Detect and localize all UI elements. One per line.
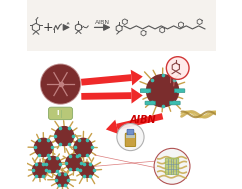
Text: AIBN: AIBN bbox=[129, 115, 156, 125]
Circle shape bbox=[154, 148, 190, 184]
FancyBboxPatch shape bbox=[170, 101, 180, 105]
Circle shape bbox=[55, 127, 74, 146]
Polygon shape bbox=[116, 113, 163, 130]
Circle shape bbox=[41, 64, 80, 104]
Text: +: + bbox=[43, 21, 53, 34]
Polygon shape bbox=[131, 70, 143, 85]
FancyBboxPatch shape bbox=[27, 0, 215, 51]
Polygon shape bbox=[106, 120, 119, 134]
FancyBboxPatch shape bbox=[174, 89, 185, 93]
Polygon shape bbox=[81, 92, 131, 100]
Circle shape bbox=[74, 138, 92, 156]
Circle shape bbox=[32, 163, 47, 177]
FancyBboxPatch shape bbox=[125, 133, 136, 147]
Text: I: I bbox=[56, 110, 59, 116]
Circle shape bbox=[45, 156, 61, 172]
Circle shape bbox=[117, 123, 144, 151]
Text: AIBN: AIBN bbox=[95, 20, 110, 25]
Circle shape bbox=[146, 75, 179, 107]
Polygon shape bbox=[81, 74, 132, 86]
Circle shape bbox=[56, 173, 69, 186]
FancyBboxPatch shape bbox=[165, 158, 179, 175]
Circle shape bbox=[166, 57, 189, 79]
Circle shape bbox=[42, 65, 79, 103]
FancyBboxPatch shape bbox=[48, 107, 73, 120]
FancyBboxPatch shape bbox=[140, 89, 151, 93]
Circle shape bbox=[80, 163, 94, 177]
FancyBboxPatch shape bbox=[127, 129, 134, 135]
Circle shape bbox=[66, 155, 82, 170]
Polygon shape bbox=[131, 88, 143, 104]
Circle shape bbox=[34, 138, 53, 156]
FancyBboxPatch shape bbox=[145, 101, 156, 105]
FancyBboxPatch shape bbox=[126, 135, 135, 138]
